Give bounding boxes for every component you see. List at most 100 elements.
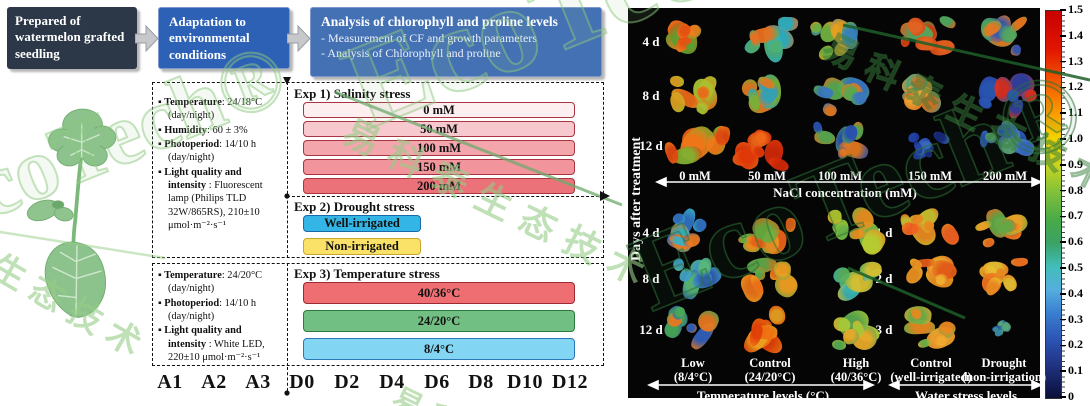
plant-cluster xyxy=(894,69,966,123)
timeline-label: A2 xyxy=(201,371,227,393)
condition-label: ▪ Photoperiod xyxy=(158,297,220,309)
treatment-bar: Well-irrigated xyxy=(303,215,421,232)
colorbar-tick xyxy=(1060,267,1066,269)
treatment-bar: 50 mM xyxy=(303,121,575,137)
colorbar-value: 1.5 xyxy=(1068,2,1083,16)
flow-step-adaptation: Adaptation to environmental conditions xyxy=(158,7,290,69)
dashed-divider xyxy=(287,263,288,366)
colorbar-tick xyxy=(1060,318,1066,321)
condition-label: ▪ Photoperiod xyxy=(158,138,220,150)
leaf-blob xyxy=(994,328,1004,337)
column-label-line: (non-irrigation) xyxy=(961,370,1047,385)
plant-cluster xyxy=(973,256,1034,302)
column-label-line: High xyxy=(842,356,870,370)
row-label: 8 d xyxy=(642,88,660,103)
timeline-label: D8 xyxy=(468,371,494,393)
leaf-blob xyxy=(701,272,713,284)
flow-step-1-label: Prepared of watermelon grafted seedling xyxy=(15,13,125,61)
column-label: High (40/36°C) xyxy=(831,356,882,385)
row-label: 4 d xyxy=(642,34,660,49)
colorbar-tick xyxy=(1060,86,1066,89)
timeline-label: D6 xyxy=(424,371,450,393)
leaf-blob xyxy=(1010,257,1029,268)
plant-cluster xyxy=(661,255,726,304)
plant-cluster xyxy=(726,115,809,177)
column-label-line: Low xyxy=(681,356,705,370)
plant-cluster xyxy=(971,117,1039,171)
flow-step-2-label: Adaptation to environmental conditions xyxy=(169,14,250,62)
row-label: 12 d xyxy=(639,138,663,153)
leaf-blob xyxy=(767,155,791,173)
timeline-label: D12 xyxy=(552,371,588,393)
colorbar-value: 0.6 xyxy=(1068,234,1083,249)
column-label: Low (8/4°C) xyxy=(674,356,712,385)
leaf-blob xyxy=(768,305,786,325)
plant-cluster xyxy=(730,300,809,359)
leaf-blob xyxy=(916,337,932,350)
condition-value: : White LED, 220±10 μmol·m⁻²·s⁻¹ xyxy=(168,338,265,363)
leaf-blob xyxy=(938,220,963,248)
condition-item: ▪ Photoperiod: 14/10 h (day/night) xyxy=(158,297,282,324)
exp3-title: Exp 3) Temperature stress xyxy=(294,266,440,281)
colorbar-tick xyxy=(1060,215,1066,218)
column-label-line: (8/4°C) xyxy=(673,370,713,385)
column-label: Control (24/20°C) xyxy=(745,356,796,385)
leaf-blob xyxy=(1007,13,1030,33)
exp1-title: Exp 1) Salinity stress xyxy=(294,86,411,101)
condition-value: : 14/10 h (day/night) xyxy=(168,138,257,164)
row-label: 4 d xyxy=(642,225,660,240)
flow-step-3-title: Analysis of chlorophyll and proline leve… xyxy=(321,14,558,29)
dashed-connector xyxy=(287,367,288,391)
colorbar-value: 0.7 xyxy=(1068,208,1083,223)
flow-step-3-line2: - Analysis of Chlorophyll and proline xyxy=(321,46,501,61)
column-label-line: (40/36°C) xyxy=(830,370,882,385)
colorbar-tick xyxy=(1060,35,1066,37)
colorbar-value: 0.3 xyxy=(1068,311,1083,326)
water-axis-label: Water stress levels xyxy=(914,388,1018,403)
column-label: Control (well-irrigated) xyxy=(890,356,971,385)
leaf-blob xyxy=(785,217,797,233)
plant-cluster xyxy=(806,120,874,171)
treatment-bar: 150 mM xyxy=(303,159,575,175)
colorbar-tick xyxy=(1060,293,1066,295)
colorbar-tick xyxy=(1060,138,1066,140)
condition-value: : 24/18°C (day/night) xyxy=(168,97,263,122)
leaf-blob xyxy=(811,121,823,135)
colorbar-value: 1.2 xyxy=(1068,79,1083,94)
condition-item: ▪ Temperature: 24/18°C (day/night) xyxy=(158,96,282,123)
plant-cluster xyxy=(969,69,1041,123)
treatment-bar: 100 mM xyxy=(303,140,575,156)
condition-value: : 60 ± 3% xyxy=(207,124,248,136)
colorbar-value: 0 xyxy=(1068,389,1074,403)
dashed-divider xyxy=(287,196,604,197)
plant-cluster xyxy=(905,127,955,165)
plant-cluster xyxy=(990,318,1019,341)
plant-cluster xyxy=(804,15,876,69)
leaf-blob xyxy=(1010,43,1022,57)
condition-value: : Fluorescent lamp (Philips TLD 32W/865R… xyxy=(168,179,263,231)
condition-value: : 14/10 h (day/night) xyxy=(168,297,257,322)
colorbar-value: 0.5 xyxy=(1068,260,1083,274)
colorbar-tick xyxy=(1060,370,1066,372)
leaf-blob xyxy=(931,129,951,146)
days-after-treatment-label: Days after treatment xyxy=(629,137,644,261)
flow-step-prepared: Prepared of watermelon grafted seedling xyxy=(7,7,137,69)
dashed-divider xyxy=(287,82,288,258)
leaf-blob xyxy=(908,214,923,225)
condition-label: ▪ Light quality and intensity xyxy=(158,325,242,350)
plant-cluster xyxy=(659,15,731,69)
timeline-label: A3 xyxy=(245,371,271,393)
leaf-blob xyxy=(832,340,847,351)
colorbar-tick xyxy=(1060,189,1066,192)
plant-cluster xyxy=(895,303,967,357)
timeline-label: D0 xyxy=(289,371,315,393)
treatment-bar: 40/36°C xyxy=(303,282,575,304)
leaf-blob xyxy=(669,74,685,88)
condition-item: ▪ Humidity: 60 ± 3% xyxy=(158,124,282,137)
colorbar-tick xyxy=(1060,60,1066,63)
row-label: 8 d xyxy=(642,271,660,286)
leaf-blob xyxy=(820,101,839,119)
timeline-label: D4 xyxy=(379,371,405,393)
condition-item: ▪ Light quality and intensity : Fluoresc… xyxy=(158,166,282,233)
colorbar-value: 1.0 xyxy=(1068,131,1083,145)
